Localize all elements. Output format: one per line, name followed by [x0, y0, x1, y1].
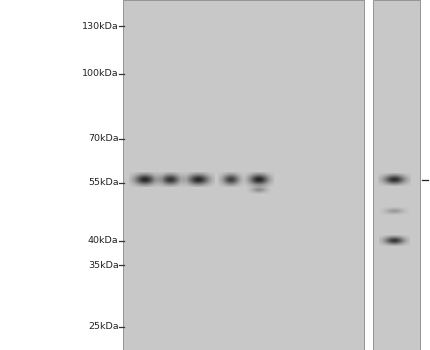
- Text: 130kDa: 130kDa: [82, 22, 118, 30]
- Text: 25kDa: 25kDa: [88, 322, 118, 331]
- Text: 55kDa: 55kDa: [88, 178, 118, 188]
- Text: 40kDa: 40kDa: [88, 237, 118, 245]
- Text: 100kDa: 100kDa: [82, 69, 118, 78]
- Text: 35kDa: 35kDa: [88, 261, 118, 270]
- Bar: [123, 0, 363, 350]
- Text: 70kDa: 70kDa: [88, 134, 118, 144]
- Text: Pea3 / ETV4: Pea3 / ETV4: [429, 173, 430, 186]
- Bar: [372, 0, 419, 350]
